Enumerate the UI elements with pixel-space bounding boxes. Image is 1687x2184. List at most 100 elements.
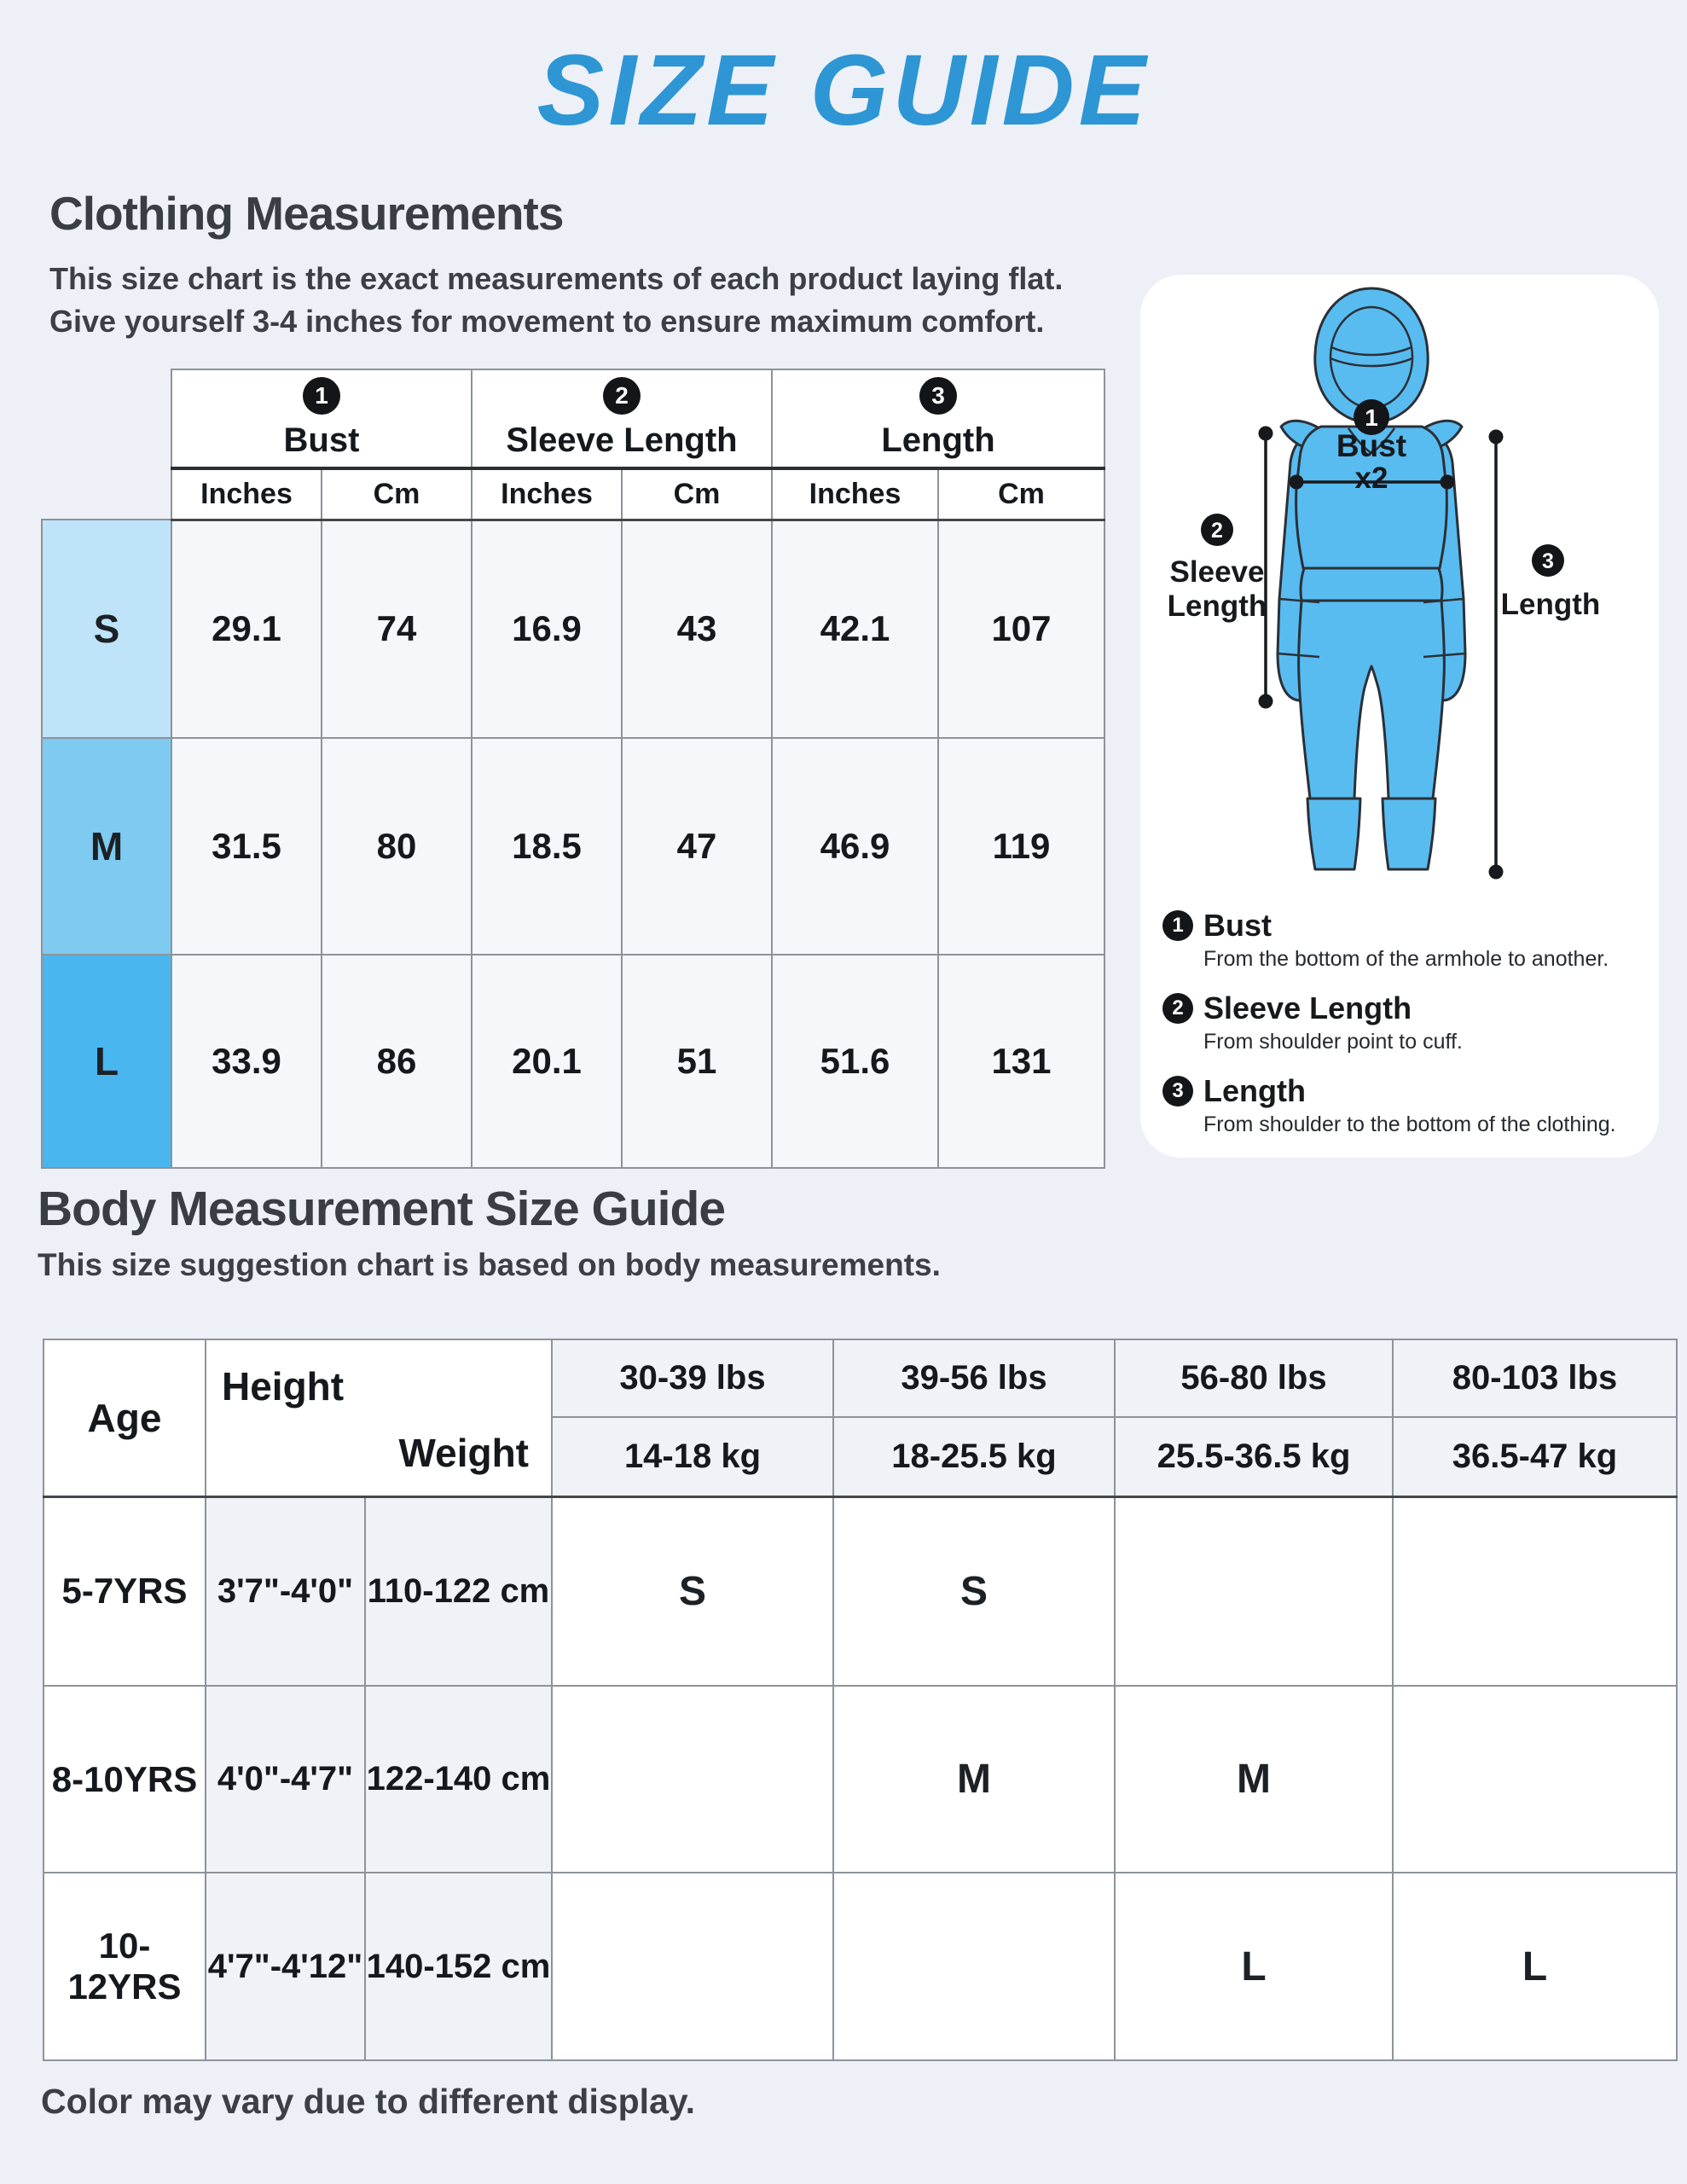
- measurement-legend: 1 Bust From the bottom of the armhole to…: [1162, 908, 1644, 1156]
- size-suggestion-cell: [832, 1872, 1116, 2061]
- measurement-diagram-card: 1 Bust x2 2 Sleeve Length 3 Length 1 Bus…: [1140, 275, 1659, 1158]
- diagram-length-label: Length: [1501, 588, 1601, 621]
- unit-header: Inches: [471, 468, 623, 521]
- size-suggestion-cell: [1114, 1496, 1394, 1687]
- size-suggestion-cell: [1392, 1496, 1678, 1687]
- page-title: SIZE GUIDE: [536, 34, 1151, 147]
- size-cell-l: L: [41, 954, 172, 1169]
- group-label-sleeve-length: Sleeve Length: [506, 421, 738, 459]
- size-cell-m: M: [41, 737, 172, 956]
- value-cell: 29.1: [171, 519, 322, 739]
- table-corner-blank: [42, 369, 171, 520]
- value-cell: 131: [937, 954, 1105, 1169]
- height-ft-cell: 3'7"-4'0": [205, 1496, 366, 1687]
- circled-number-1-icon: [1354, 399, 1389, 435]
- circled-number-2-icon: 2: [1162, 993, 1193, 1024]
- group-label-bust: Bust: [283, 421, 360, 459]
- weight-label: Weight: [398, 1430, 529, 1475]
- group-label-length: Length: [881, 421, 995, 459]
- circled-number-3-icon: [1532, 544, 1564, 577]
- intro-line-1: This size chart is the exact measurement…: [49, 261, 1064, 296]
- circled-number-2-icon: [1201, 514, 1233, 546]
- value-cell: 51: [621, 954, 773, 1169]
- body-measurement-heading: Body Measurement Size Guide: [38, 1182, 726, 1236]
- value-cell: 119: [937, 737, 1105, 956]
- weight-lbs-header: 56-80 lbs: [1114, 1339, 1394, 1418]
- height-cm-cell: 110-122 cm: [364, 1496, 553, 1687]
- unit-header: Inches: [171, 468, 322, 521]
- diagram-length-num: 3: [1542, 549, 1554, 573]
- footer-note: Color may vary due to different display.: [41, 2082, 696, 2121]
- value-cell: 47: [621, 737, 773, 956]
- legend-item-length: 3 Length From shoulder to the bottom of …: [1162, 1073, 1644, 1137]
- height-ft-cell: 4'0"-4'7": [205, 1685, 366, 1873]
- size-suggestion-cell: L: [1114, 1872, 1394, 2061]
- height-cm-cell: 122-140 cm: [364, 1685, 553, 1873]
- circled-number-3-icon: 3: [1162, 1076, 1193, 1107]
- measurement-lines: [1264, 433, 1498, 872]
- clothing-measurements-table: 1 Bust 2 Sleeve Length 3 Length Inches C…: [41, 369, 1105, 1169]
- table-row: M 31.5 80 18.5 47 46.9 119: [41, 737, 1105, 956]
- age-cell: 5-7YRS: [43, 1496, 206, 1687]
- circled-number-1-icon: 1: [303, 377, 340, 415]
- age-cell: 10-12YRS: [43, 1872, 206, 2061]
- legend-description: From shoulder to the bottom of the cloth…: [1203, 1112, 1616, 1136]
- value-cell: 43: [621, 519, 773, 739]
- size-suggestion-cell: M: [832, 1685, 1116, 1873]
- value-cell: 86: [321, 954, 472, 1169]
- circled-number-1-icon: 1: [1162, 910, 1193, 941]
- value-cell: 16.9: [471, 519, 623, 739]
- diagram-sleeve-label-2: Length: [1168, 590, 1267, 623]
- size-cell-s: S: [41, 519, 172, 739]
- legend-title: Length: [1203, 1073, 1306, 1108]
- value-cell: 51.6: [771, 954, 939, 1169]
- table-row: 8-10YRS 4'0"-4'7" 122-140 cm M M: [43, 1685, 1678, 1873]
- weight-kg-header: 14-18 kg: [551, 1416, 834, 1498]
- size-suggestion-cell: [551, 1685, 834, 1873]
- table-row: S 29.1 74 16.9 43 42.1 107: [41, 519, 1105, 739]
- table-row: 5-7YRS 3'7"-4'0" 110-122 cm S S: [43, 1496, 1678, 1687]
- legend-item-sleeve-length: 2 Sleeve Length From shoulder point to c…: [1162, 990, 1644, 1054]
- size-suggestion-cell: S: [832, 1496, 1116, 1687]
- legend-title: Bust: [1203, 908, 1272, 943]
- height-ft-cell: 4'7"-4'12": [205, 1872, 366, 2061]
- weight-kg-header: 18-25.5 kg: [832, 1416, 1116, 1498]
- value-cell: 46.9: [771, 737, 939, 956]
- size-suggestion-cell: M: [1114, 1685, 1394, 1873]
- value-cell: 33.9: [171, 954, 322, 1169]
- ninja-suit-diagram-icon: 1 Bust x2 2 Sleeve Length 3 Length: [1168, 287, 1601, 880]
- value-cell: 107: [937, 519, 1105, 739]
- unit-header: Inches: [771, 468, 939, 521]
- body-measurement-table: Age Weight Height 30-39 lbs 39-56 lbs 56…: [43, 1339, 1678, 2061]
- diagram-sleeve-num: 2: [1211, 519, 1223, 543]
- diagram-sleeve-label-1: Sleeve: [1170, 555, 1265, 589]
- size-suggestion-cell: [1392, 1685, 1678, 1873]
- legend-description: From shoulder point to cuff.: [1203, 1030, 1463, 1054]
- value-cell: 31.5: [171, 737, 322, 956]
- value-cell: 42.1: [771, 519, 939, 739]
- circled-number-3-icon: 3: [919, 377, 957, 415]
- circled-number-2-icon: 2: [603, 377, 641, 415]
- size-suggestion-cell: [551, 1872, 834, 2061]
- unit-header: Cm: [621, 468, 773, 521]
- weight-height-diagonal-cell: Weight Height: [205, 1339, 553, 1498]
- table-row: L 33.9 86 20.1 51 51.6 131: [41, 954, 1105, 1169]
- value-cell: 80: [321, 737, 472, 956]
- unit-header: Cm: [937, 468, 1105, 521]
- clothing-measurements-heading: Clothing Measurements: [49, 187, 564, 240]
- diagram-bust-label: Bust: [1336, 428, 1406, 463]
- body-measurement-subheading: This size suggestion chart is based on b…: [38, 1247, 941, 1282]
- legend-title: Sleeve Length: [1203, 990, 1412, 1025]
- unit-header: Cm: [321, 468, 472, 521]
- value-cell: 20.1: [471, 954, 623, 1169]
- diagram-bust-num: 1: [1365, 404, 1378, 431]
- value-cell: 74: [321, 519, 472, 739]
- age-header-cell: Age: [43, 1339, 206, 1498]
- weight-kg-header: 25.5-36.5 kg: [1114, 1416, 1394, 1498]
- weight-kg-header: 36.5-47 kg: [1392, 1416, 1678, 1498]
- value-cell: 18.5: [471, 737, 623, 956]
- weight-lbs-header: 39-56 lbs: [832, 1339, 1116, 1418]
- age-cell: 8-10YRS: [43, 1685, 206, 1873]
- legend-item-bust: 1 Bust From the bottom of the armhole to…: [1162, 908, 1644, 972]
- column-group-length: 3 Length: [771, 369, 1105, 470]
